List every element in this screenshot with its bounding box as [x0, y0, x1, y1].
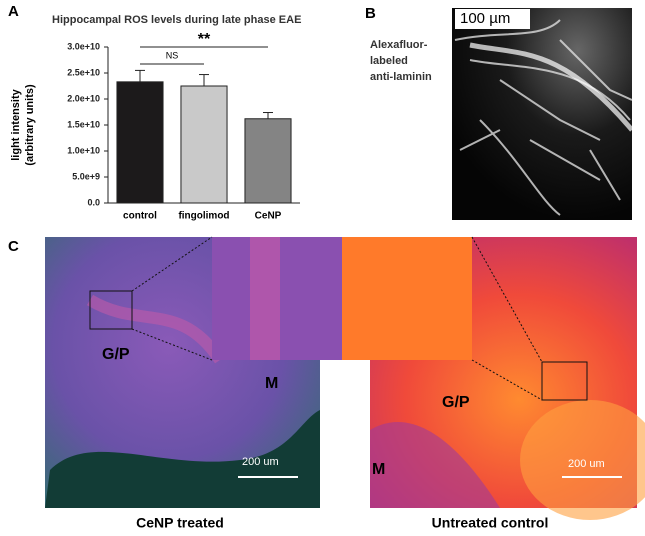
scale-bar: 200 um: [568, 458, 605, 470]
caption: anti-laminin: [370, 71, 432, 83]
bar: [116, 81, 164, 204]
y-tick-label: 0.0: [87, 197, 100, 207]
caption: Untreated control: [432, 515, 549, 531]
roi-box: [89, 290, 133, 330]
scale-bar: 100 µm: [460, 10, 510, 27]
bar: [180, 85, 228, 204]
region: [520, 400, 645, 520]
scale-bar-bg: [455, 9, 530, 29]
caption: labeled: [370, 55, 408, 67]
caption: Alexafluor-: [370, 39, 428, 51]
y-tick-label: 3.0e+10: [67, 41, 100, 51]
chart-title: Hippocampal ROS levels during late phase…: [52, 14, 301, 26]
significance: **: [198, 31, 211, 48]
y-axis-label: light intensity: [10, 88, 22, 160]
layer: [250, 237, 280, 360]
region-label: M: [265, 375, 278, 392]
bar: [244, 118, 292, 204]
region: [370, 421, 500, 508]
vessel: [469, 42, 634, 132]
caption: CeNP treated: [136, 515, 224, 531]
panel-label: A: [8, 3, 19, 20]
error-bar: [135, 69, 145, 82]
zoom-line: [131, 236, 213, 292]
panel-label: C: [8, 238, 19, 255]
layer: [86, 294, 225, 364]
zoom-line: [471, 359, 543, 401]
x-tick-label: control: [123, 211, 157, 222]
x-tick-label: fingolimod: [178, 211, 229, 222]
scale-bar: 200 um: [242, 456, 279, 468]
error-bar: [199, 74, 209, 86]
panel-label: B: [365, 5, 376, 22]
y-tick-label: 5.0e+9: [72, 171, 100, 181]
y-tick-label: 1.0e+10: [67, 145, 100, 155]
y-tick-label: 2.0e+10: [67, 93, 100, 103]
tissue-edge: [45, 410, 320, 508]
region-label: M: [372, 461, 385, 478]
y-tick-label: 2.5e+10: [67, 67, 100, 77]
vessel: [454, 19, 633, 216]
region-label: G/P: [442, 394, 470, 411]
y-tick-label: 1.5e+10: [67, 119, 100, 129]
x-tick-label: CeNP: [255, 211, 282, 222]
roi-box: [541, 361, 588, 401]
zoom-inset: [342, 237, 472, 360]
y-axis-label: (arbitrary units): [24, 84, 36, 166]
micrograph: [452, 8, 632, 220]
significance: NS: [166, 50, 179, 60]
error-bar: [263, 112, 273, 119]
region-label: G/P: [102, 346, 130, 363]
